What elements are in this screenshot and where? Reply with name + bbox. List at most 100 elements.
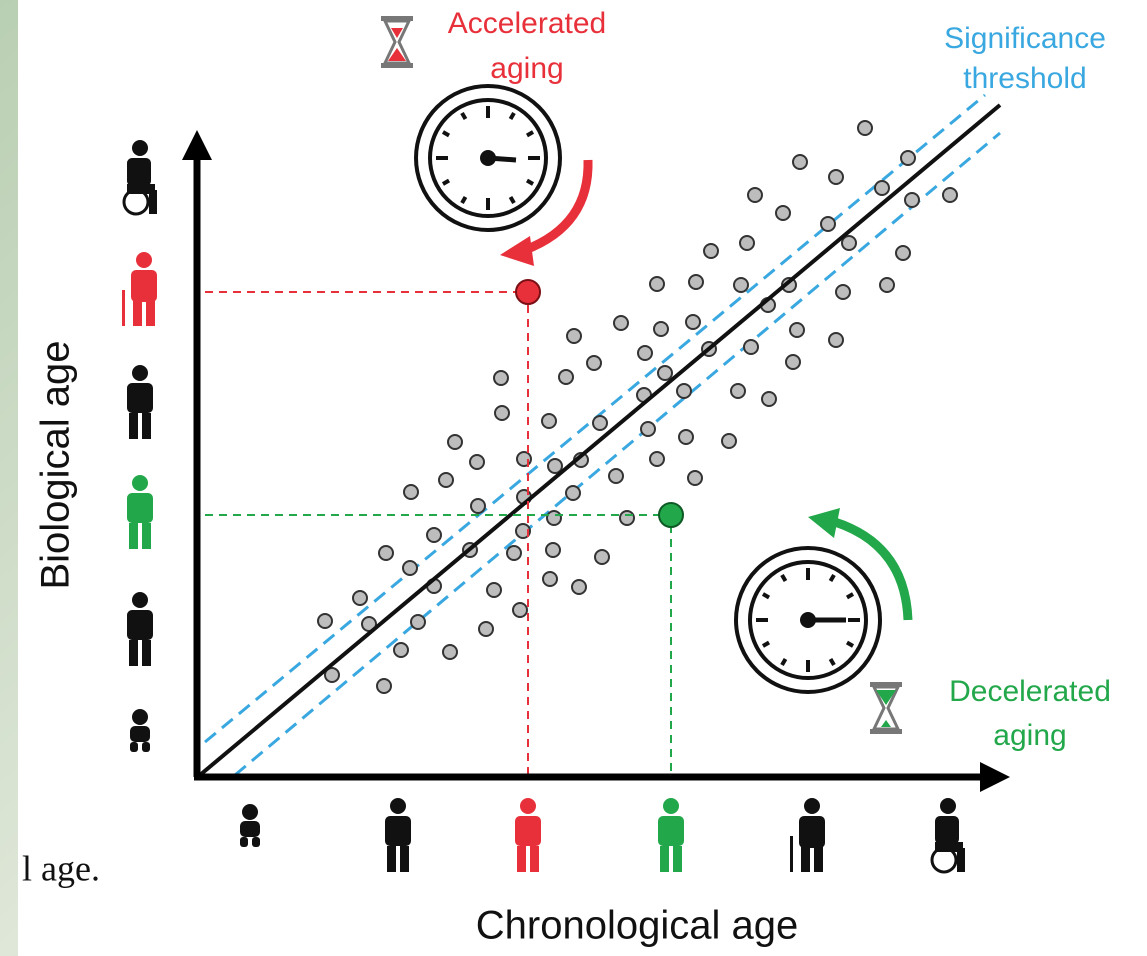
caption-fragment: l age. — [22, 848, 100, 888]
sample-point — [506, 545, 522, 561]
sample-point — [730, 383, 746, 399]
clock — [734, 546, 882, 694]
clock-tick — [460, 111, 468, 121]
y-axis-label: Biological age — [34, 340, 78, 589]
clock-tick — [525, 130, 535, 138]
clock-tick — [780, 573, 788, 583]
threshold-label: threshold — [963, 62, 1086, 95]
sample-point — [657, 365, 673, 381]
sample-point — [685, 314, 701, 330]
sample-point — [586, 355, 602, 371]
x-axis-label: Chronological age — [476, 904, 798, 948]
sample-point — [676, 383, 692, 399]
sample-point — [447, 434, 463, 450]
sample-point — [785, 354, 801, 370]
sample-point — [376, 678, 392, 694]
sample-point — [619, 510, 635, 526]
sample-point — [545, 542, 561, 558]
clock-tick — [828, 573, 836, 583]
sample-point — [571, 579, 587, 595]
accelerated-arrowhead — [500, 236, 534, 266]
hourglass — [870, 682, 902, 734]
clock-tick — [508, 111, 516, 121]
y-axis-arrow — [182, 130, 212, 160]
sample-point — [324, 667, 340, 683]
sample-point — [558, 369, 574, 385]
sample-point — [486, 582, 502, 598]
sample-points — [317, 120, 958, 694]
clock-tick — [460, 195, 468, 205]
sample-point — [637, 345, 653, 361]
sample-point — [820, 216, 836, 232]
threshold-line — [234, 131, 1001, 777]
decelerated-arrow — [833, 517, 913, 621]
sample-point — [895, 245, 911, 261]
decelerated-label: aging — [993, 719, 1066, 752]
sample-point — [942, 187, 958, 203]
sample-point — [828, 169, 844, 185]
x-axis-arrow — [980, 762, 1010, 792]
sample-point — [678, 429, 694, 445]
sample-point — [649, 451, 665, 467]
sample-point — [515, 523, 531, 539]
sample-point — [542, 571, 558, 587]
sample-point — [547, 458, 563, 474]
sample-point — [403, 484, 419, 500]
sample-point — [352, 590, 368, 606]
sample-point — [835, 284, 851, 300]
sample-point — [649, 276, 665, 292]
clock-tick — [525, 178, 535, 186]
threshold-label: Significance — [944, 22, 1106, 55]
sample-point — [789, 322, 805, 338]
decelerated-label: Decelerated — [949, 675, 1111, 708]
sample-point — [879, 277, 895, 293]
accelerated-arrow — [523, 159, 593, 255]
sample-point — [739, 235, 755, 251]
sample-point — [565, 485, 581, 501]
sample-point — [792, 154, 808, 170]
accelerated-label: Accelerated — [448, 7, 606, 40]
sample-point — [721, 433, 737, 449]
sample-point — [761, 391, 777, 407]
sample-point — [512, 602, 528, 618]
clock-tick — [508, 195, 516, 205]
sample-point — [828, 332, 844, 348]
accelerated-point — [515, 279, 541, 305]
clock-tick — [441, 130, 451, 138]
sample-point — [857, 120, 873, 136]
clock-tick — [441, 178, 451, 186]
clock-tick — [845, 592, 855, 600]
clock-tick — [780, 657, 788, 667]
sample-point — [653, 321, 669, 337]
sample-point — [566, 328, 582, 344]
sample-point — [478, 621, 494, 637]
decelerated-point — [658, 502, 684, 528]
sample-point — [688, 274, 704, 290]
sample-point — [594, 549, 610, 565]
clock-tick — [828, 657, 836, 667]
sample-point — [410, 614, 426, 630]
sample-point — [469, 454, 485, 470]
sample-point — [442, 644, 458, 660]
clock — [414, 84, 562, 232]
identity-line — [198, 103, 1002, 777]
sample-point — [841, 235, 857, 251]
sample-point — [904, 192, 920, 208]
sample-point — [378, 545, 394, 561]
sample-point — [687, 470, 703, 486]
sample-point — [613, 315, 629, 331]
panel — [18, 0, 1147, 956]
sample-point — [317, 613, 333, 629]
sample-point — [402, 560, 418, 576]
sample-point — [747, 187, 763, 203]
sample-point — [743, 339, 759, 355]
sample-point — [874, 180, 890, 196]
sample-point — [393, 642, 409, 658]
sample-point — [493, 370, 509, 386]
clock-tick — [761, 640, 771, 648]
sample-point — [733, 277, 749, 293]
sample-point — [541, 413, 557, 429]
decelerated-arrowhead — [808, 508, 840, 538]
sample-point — [640, 421, 656, 437]
